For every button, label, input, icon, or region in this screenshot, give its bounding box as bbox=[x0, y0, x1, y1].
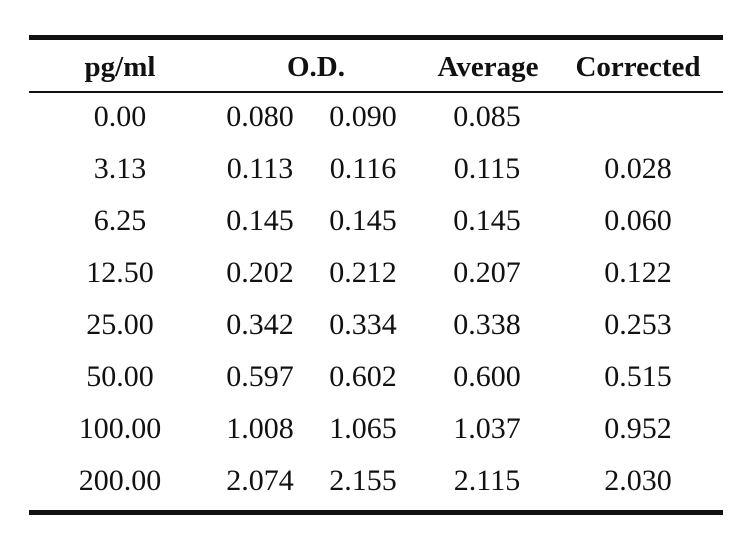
table-header-rule bbox=[29, 91, 723, 93]
cell-pgml: 0.00 bbox=[93, 100, 147, 133]
header-pgml: pg/ml bbox=[84, 51, 156, 83]
cell-average: 0.085 bbox=[453, 100, 521, 133]
cell-od-1: 2.074 bbox=[226, 464, 294, 497]
table-top-rule bbox=[29, 35, 723, 40]
cell-corrected: 0.253 bbox=[604, 308, 672, 341]
cell-pgml: 12.50 bbox=[86, 256, 154, 289]
cell-od-1: 0.080 bbox=[226, 100, 294, 133]
cell-average: 0.207 bbox=[453, 256, 521, 289]
table-row: 50.00 0.597 0.602 0.600 0.515 bbox=[29, 353, 723, 405]
table-bottom-rule bbox=[29, 510, 723, 515]
cell-od-2: 2.155 bbox=[329, 464, 397, 497]
cell-od-1: 0.202 bbox=[226, 256, 294, 289]
cell-average: 1.037 bbox=[453, 412, 521, 445]
cell-average: 0.600 bbox=[453, 360, 521, 393]
table-row: 12.50 0.202 0.212 0.207 0.122 bbox=[29, 249, 723, 301]
table-header-row: pg/ml O.D. Average Corrected bbox=[29, 40, 723, 91]
cell-od-2: 0.212 bbox=[329, 256, 397, 289]
cell-od-1: 1.008 bbox=[226, 412, 294, 445]
table-row: 3.13 0.113 0.116 0.115 0.028 bbox=[29, 145, 723, 197]
od-standard-table: pg/ml O.D. Average Corrected 0.00 0.080 … bbox=[29, 35, 723, 515]
cell-average: 2.115 bbox=[453, 464, 521, 497]
cell-od-1: 0.597 bbox=[226, 360, 294, 393]
table-row: 25.00 0.342 0.334 0.338 0.253 bbox=[29, 301, 723, 353]
cell-corrected: 0.122 bbox=[604, 256, 672, 289]
cell-corrected: 0.028 bbox=[604, 152, 672, 185]
cell-od-2: 0.145 bbox=[329, 204, 397, 237]
cell-corrected: 0.060 bbox=[604, 204, 672, 237]
cell-pgml: 200.00 bbox=[78, 464, 162, 497]
header-average: Average bbox=[437, 51, 539, 83]
table-row: 200.00 2.074 2.155 2.115 2.030 bbox=[29, 457, 723, 509]
cell-od-2: 0.602 bbox=[329, 360, 397, 393]
cell-pgml: 3.13 bbox=[93, 152, 147, 185]
cell-corrected: 0.952 bbox=[604, 412, 672, 445]
cell-od-2: 1.065 bbox=[329, 412, 397, 445]
cell-od-1: 0.342 bbox=[226, 308, 294, 341]
header-od: O.D. bbox=[287, 51, 345, 83]
cell-pgml: 6.25 bbox=[93, 204, 147, 237]
table-row: 100.00 1.008 1.065 1.037 0.952 bbox=[29, 405, 723, 457]
table-body: 0.00 0.080 0.090 0.085 3.13 0.113 0.116 … bbox=[29, 93, 723, 510]
cell-corrected: 2.030 bbox=[604, 464, 672, 497]
cell-pgml: 25.00 bbox=[86, 308, 154, 341]
cell-od-2: 0.334 bbox=[329, 308, 397, 341]
cell-pgml: 50.00 bbox=[86, 360, 154, 393]
cell-pgml: 100.00 bbox=[78, 412, 162, 445]
table-row: 6.25 0.145 0.145 0.145 0.060 bbox=[29, 197, 723, 249]
cell-average: 0.338 bbox=[453, 308, 521, 341]
cell-od-1: 0.113 bbox=[226, 152, 294, 185]
cell-od-2: 0.116 bbox=[329, 152, 397, 185]
cell-od-2: 0.090 bbox=[329, 100, 397, 133]
cell-od-1: 0.145 bbox=[226, 204, 294, 237]
cell-average: 0.145 bbox=[453, 204, 521, 237]
cell-corrected: 0.515 bbox=[604, 360, 672, 393]
header-corrected: Corrected bbox=[575, 51, 701, 83]
table-row: 0.00 0.080 0.090 0.085 bbox=[29, 93, 723, 145]
cell-average: 0.115 bbox=[453, 152, 521, 185]
